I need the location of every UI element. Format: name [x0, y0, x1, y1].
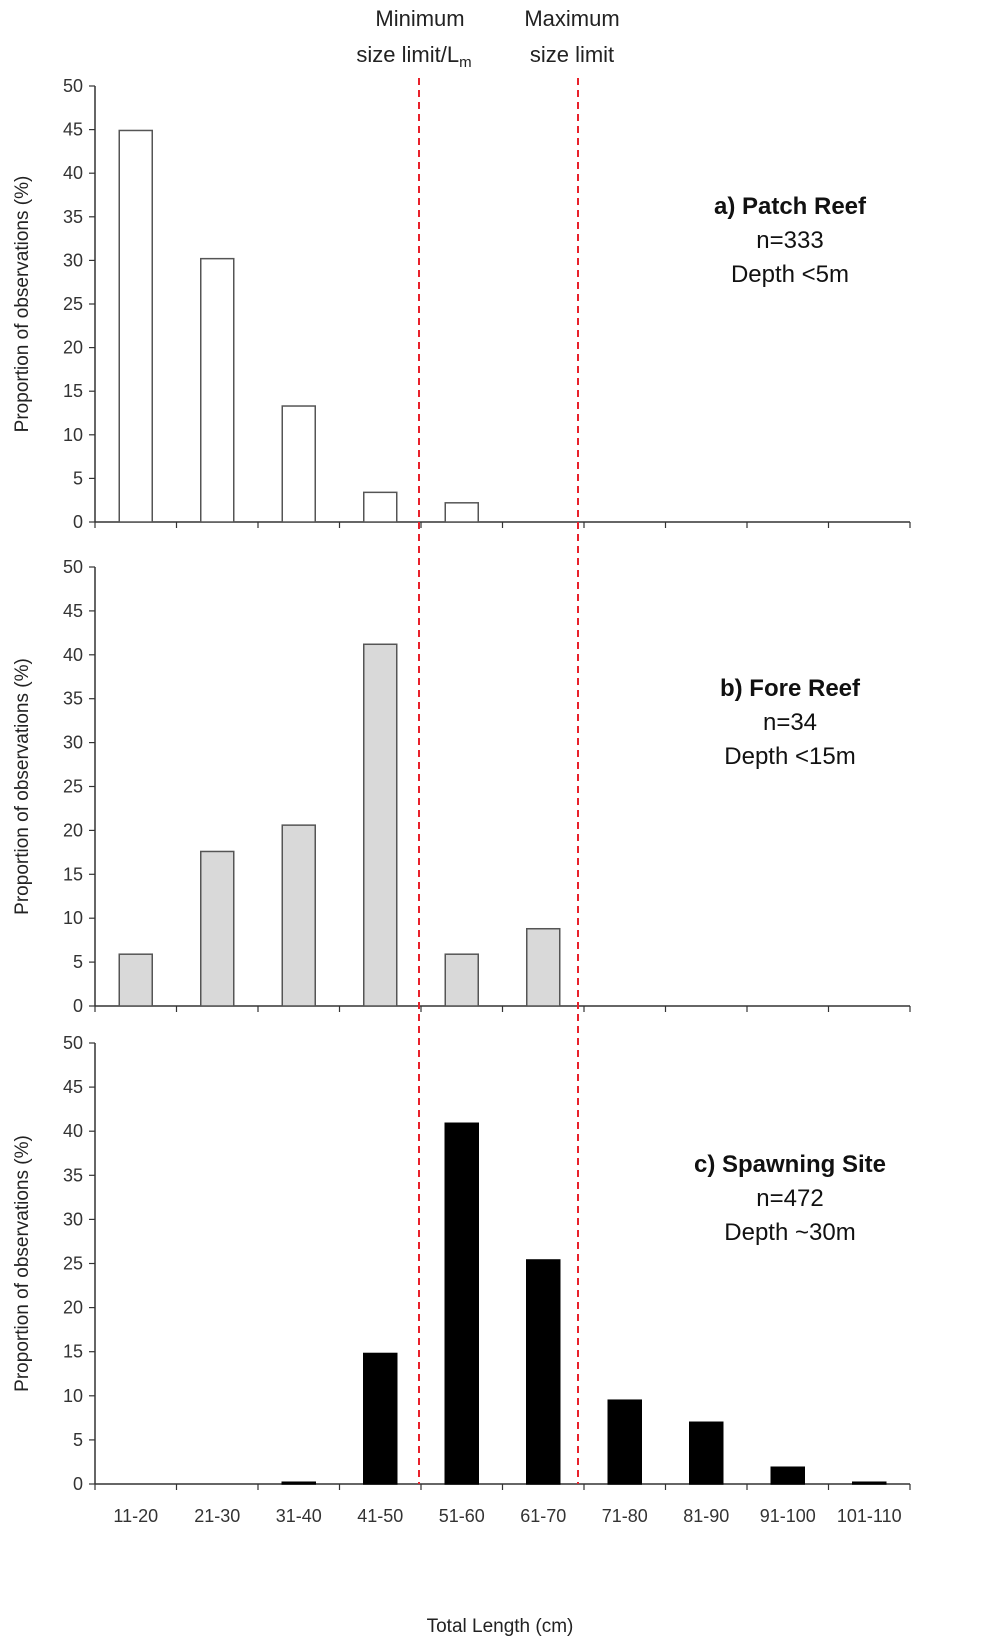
bar-41-50	[363, 643, 398, 1007]
y-tick-label: 50	[63, 76, 83, 96]
panel-depth: Depth <15m	[724, 743, 855, 770]
bar-51-60	[444, 953, 479, 1007]
y-tick-label: 30	[63, 1209, 83, 1229]
x-tick-label: 21-30	[194, 1506, 240, 1526]
y-tick-label: 40	[63, 645, 83, 665]
ref-label-maximum-line2: size limit	[530, 42, 614, 67]
panel-n: n=472	[756, 1185, 823, 1212]
y-tick-label: 10	[63, 908, 83, 928]
bar-31-40	[281, 405, 316, 523]
x-tick-label: 31-40	[276, 1506, 322, 1526]
bar-81-90	[689, 1421, 724, 1485]
bar-61-70	[526, 927, 561, 1007]
y-tick-label: 0	[73, 512, 83, 532]
x-tick-label: 61-70	[520, 1506, 566, 1526]
x-tick-label: 51-60	[439, 1506, 485, 1526]
y-tick-label: 35	[63, 207, 83, 227]
bar-101-110	[852, 1481, 887, 1485]
y-tick-label: 40	[63, 163, 83, 183]
panel-title: b) Fore Reef	[720, 675, 861, 702]
bar-21-30	[200, 257, 235, 523]
panel-title: a) Patch Reef	[714, 193, 867, 220]
y-tick-label: 50	[63, 1033, 83, 1053]
bar-51-60	[444, 502, 479, 523]
ref-label-minimum: Minimum size limit/Lm	[356, 6, 471, 71]
y-tick-label: 50	[63, 557, 83, 577]
panel-3: 0 5 10 15 20 25 30 35 40 45 50 Proportion of observ…	[12, 1033, 911, 1494]
x-tick-label: 81-90	[683, 1506, 729, 1526]
y-tick-label: 35	[63, 1165, 83, 1185]
x-axis-label: Total Length (cm)	[427, 1616, 574, 1637]
ref-label-maximum-line1: Maximum	[524, 6, 619, 31]
panel-2: 0 5 10 15 20 25 30 35 40 45 50 Proportion of observ…	[12, 557, 911, 1016]
y-tick-label: 20	[63, 820, 83, 840]
y-tick-label: 0	[73, 1474, 83, 1494]
ref-label-minimum-main: size limit/L	[356, 42, 459, 67]
ref-label-minimum-line2: size limit/Lm	[356, 42, 471, 71]
panel-title: c) Spawning Site	[694, 1151, 886, 1178]
bar-71-80	[607, 1399, 642, 1485]
y-axis-label: Proportion of observations (%)	[12, 176, 33, 433]
x-tick-label: 71-80	[602, 1506, 648, 1526]
y-tick-label: 25	[63, 777, 83, 797]
panel-depth: Depth ~30m	[724, 1219, 855, 1246]
y-axis-label: Proportion of observations (%)	[12, 658, 33, 915]
reference-lines	[418, 78, 579, 1484]
ref-label-maximum: Maximum size limit	[524, 6, 619, 67]
y-tick-label: 35	[63, 689, 83, 709]
y-tick-label: 10	[63, 1386, 83, 1406]
panel-n: n=333	[756, 227, 823, 254]
bar-31-40	[281, 1481, 316, 1485]
bar-21-30	[200, 850, 235, 1007]
bar-51-60	[444, 1122, 479, 1485]
y-tick-label: 25	[63, 294, 83, 314]
y-axis-label: Proportion of observations (%)	[12, 1135, 33, 1392]
ref-label-minimum-subscript: m	[459, 54, 472, 71]
y-tick-label: 20	[63, 1298, 83, 1318]
y-tick-label: 45	[63, 120, 83, 140]
bar-41-50	[363, 1352, 398, 1485]
y-tick-label: 30	[63, 733, 83, 753]
y-tick-label: 5	[73, 1430, 83, 1450]
panel-n: n=34	[763, 709, 817, 736]
y-tick-label: 15	[63, 1342, 83, 1362]
x-tick-label: 11-20	[113, 1506, 158, 1526]
panel-depth: Depth <5m	[731, 261, 849, 288]
y-tick-label: 5	[73, 952, 83, 972]
bar-11-20	[118, 129, 153, 523]
bar-31-40	[281, 824, 316, 1007]
y-tick-label: 40	[63, 1121, 83, 1141]
bar-11-20	[118, 953, 153, 1007]
panel-1: 0 5 10 15 20 25 30 35 40 45 50 Proportion of observ…	[12, 76, 911, 532]
bar-41-50	[363, 491, 398, 523]
y-tick-label: 10	[63, 425, 83, 445]
y-tick-label: 15	[63, 864, 83, 884]
y-tick-label: 25	[63, 1254, 83, 1274]
y-tick-label: 20	[63, 338, 83, 358]
y-tick-label: 5	[73, 468, 83, 488]
x-tick-label: 41-50	[357, 1506, 403, 1526]
y-tick-label: 0	[73, 996, 83, 1016]
x-tick-label: 101-110	[837, 1506, 902, 1526]
bar-91-100	[770, 1466, 805, 1485]
ref-label-minimum-line1: Minimum	[375, 6, 464, 31]
x-tick-label: 91-100	[760, 1506, 816, 1526]
y-tick-label: 30	[63, 250, 83, 270]
y-tick-label: 45	[63, 1077, 83, 1097]
y-tick-label: 45	[63, 601, 83, 621]
y-tick-label: 15	[63, 381, 83, 401]
bar-61-70	[526, 1259, 561, 1485]
